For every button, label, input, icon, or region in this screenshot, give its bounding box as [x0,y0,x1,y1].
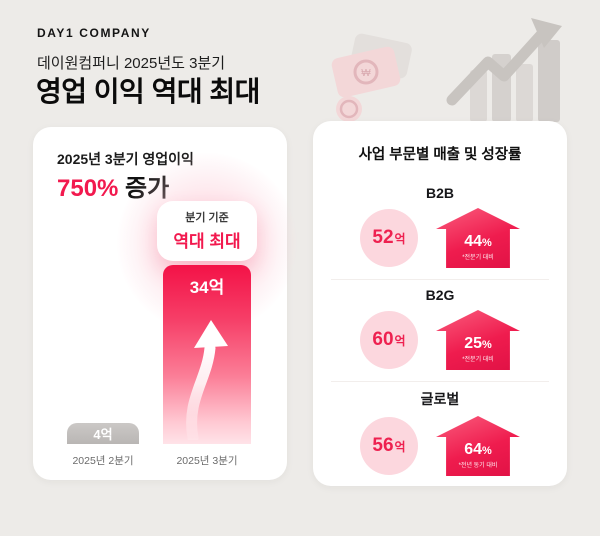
report-subtitle: 데이원컴퍼니 2025년도 3분기 [37,55,226,72]
revenue-circle: 56 억 [360,417,418,475]
record-badge: 분기 기준 역대 최대 [157,201,257,261]
growth-unit: % [482,237,492,249]
segment-row-b2g: B2G 60 억 25% *전분기 대비 [331,279,549,381]
growth-value: 25 [464,335,482,352]
coin-icon [336,96,362,122]
growth-note: *전년 동기 대비 [458,463,498,469]
badge-subtext: 분기 기준 [185,212,229,224]
growth-unit: % [482,339,492,351]
segment-card-title: 사업 부문별 매출 및 성장률 [358,147,522,163]
revenue-value: 52 [372,227,394,248]
money-bill-icon: ₩ [331,33,412,98]
up-arrow-icon [186,320,228,440]
buildings-icon [470,40,560,122]
growth-percentage: 750% [57,175,119,202]
revenue-circle: 60 억 [360,311,418,369]
bar-q2: 4억 [67,423,139,444]
growth-unit: % [482,445,492,457]
segment-row-b2b: B2B 52 억 44% *전분기 대비 [331,178,549,279]
segment-label: 글로벌 [420,391,460,407]
currency-glyph: ₩ [361,68,371,79]
page-title: 영업 이익 역대 최대 [36,76,260,107]
growth-value: 44 [464,233,482,250]
category-label-q3: 2025년 3분기 [176,455,238,467]
bar-q2-value-label: 4억 [93,427,113,442]
growth-note: *전분기 대비 [462,255,494,261]
segment-list: B2B 52 억 44% *전분기 대비 B2G 60 억 [313,178,567,487]
growth-value: 64 [464,441,482,458]
bar-q3-value-label: 34억 [189,278,225,297]
segment-performance-card: 사업 부문별 매출 및 성장률 B2B 52 억 44% *전분기 대비 B2G [313,121,567,486]
segment-label: B2G [425,287,455,303]
revenue-unit: 억 [394,439,406,454]
company-logo: DAY1 COMPANY [37,26,151,40]
growth-arrow-badge: 64% *전년 동기 대비 [436,416,520,476]
growth-note: *전분기 대비 [462,357,494,363]
growth-arrow-badge: 44% *전분기 대비 [436,208,520,268]
operating-profit-card: 2025년 3분기 영업이익 750% 증가 분기 기준 역대 최대 4억 34… [33,127,297,480]
category-label-q2: 2025년 2분기 [72,455,134,467]
growth-arrow-icon [446,18,562,106]
header-decoration: ₩ [331,18,562,122]
revenue-value: 60 [372,329,394,350]
revenue-value: 56 [372,435,394,456]
segment-row-global: 글로벌 56 억 64% *전년 동기 대비 [331,381,549,487]
revenue-unit: 억 [394,231,406,246]
revenue-unit: 억 [394,333,406,348]
chart-caption: 2025년 3분기 영업이익 [57,151,194,167]
badge-main-text: 역대 최대 [173,232,241,251]
revenue-circle: 52 억 [360,209,418,267]
segment-label: B2B [425,185,454,201]
bar-q3: 34억 [163,265,251,444]
growth-arrow-badge: 25% *전분기 대비 [436,310,520,370]
